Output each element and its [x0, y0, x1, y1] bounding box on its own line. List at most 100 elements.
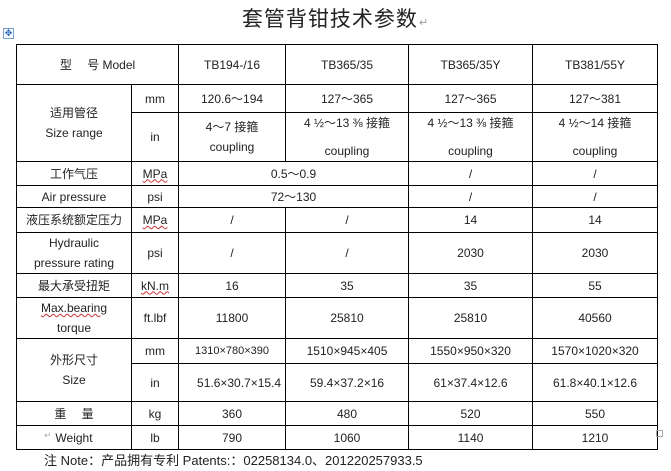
air-label-en: Air pressure — [16, 185, 132, 208]
label-line: Hydraulic — [48, 236, 99, 250]
model-2: TB365/35 — [285, 44, 410, 85]
patent-note: 注 Note：产品拥有专利 Patents:：02258134.0、201220… — [44, 453, 423, 468]
table-resize-handle[interactable] — [656, 430, 663, 437]
cell: 61.8×40.1×12.6 — [532, 363, 659, 402]
unit: in — [130, 363, 180, 402]
label-en: Size — [62, 373, 86, 387]
cell: 790 — [178, 425, 287, 450]
cell-line: 4 ½～13 ⅜ 接箍 — [427, 116, 514, 130]
cell: 35 — [285, 273, 410, 298]
cell: 480 — [285, 401, 410, 426]
cell: 11800 — [178, 297, 287, 339]
cell: 1570×1020×320 — [532, 338, 659, 364]
model-3: TB365/35Y — [408, 44, 534, 85]
unit: psi — [130, 232, 180, 274]
cell: 127～365 — [285, 84, 410, 113]
table-row: 重 量 kg 360 480 520 550 — [16, 401, 659, 426]
cell: 127～365 — [408, 84, 534, 113]
table-row: Air pressure psi 72～130 / / — [16, 185, 659, 208]
cell-line: 4 ½～14 接箍 — [558, 116, 632, 130]
model-1: TB194-/16 — [178, 44, 287, 85]
table-move-handle-icon[interactable]: ✥ — [3, 28, 14, 39]
unit: kN.m — [130, 273, 180, 298]
unit: mm — [130, 338, 180, 364]
cell: / — [285, 232, 410, 274]
cell: 51.6×30.7×15.4 — [178, 363, 287, 402]
cell: 520 — [408, 401, 534, 426]
table-row: Hydraulic pressure rating psi / / 2030 20… — [16, 232, 659, 274]
unit: mm — [130, 84, 180, 113]
cell: / — [532, 185, 659, 208]
hydraulic-label-en: Hydraulic pressure rating — [16, 232, 132, 274]
cell: 59.4×37.2×16 — [285, 363, 410, 402]
title-text: 套管背钳技术参数 — [241, 8, 418, 31]
table-row: 最大承受扭矩 kN.m 16 35 35 55 — [16, 273, 659, 298]
label-cn: 适用管径 — [49, 106, 98, 120]
table-row: 外形尺寸 Size mm 1310×780×390 1510×945×405 15… — [16, 338, 659, 402]
table-row: Max.bearing torque ft.lbf 11800 25810 258… — [16, 297, 659, 339]
cell: / — [178, 207, 287, 233]
cell-line: coupling — [324, 144, 370, 158]
cell: 120.6～194 — [178, 84, 287, 113]
table-row: 适用管径 Size range mm 120.6～194 127～365 127～… — [16, 84, 659, 162]
unit: psi — [130, 185, 180, 208]
cell: 1210 — [532, 425, 659, 450]
label-cn: 外形尺寸 — [49, 353, 98, 367]
weight-label-cn: 重 量 — [16, 401, 132, 426]
cell: 25810 — [285, 297, 410, 339]
unit: ft.lbf — [130, 297, 180, 339]
model-label: 型 号 Model — [15, 44, 180, 85]
table-row: 液压系统额定压力 MPa / / 14 14 — [16, 207, 659, 233]
cell: 16 — [178, 273, 287, 298]
cell: 55 — [532, 273, 659, 298]
cell: 61×37.4×12.6 — [408, 363, 534, 402]
label-en: Size range — [45, 126, 103, 140]
cell: 1310×780×390 — [178, 338, 287, 364]
cell: 4 ½～14 接箍 coupling — [532, 112, 659, 162]
cell: 0.5～0.9 — [178, 161, 410, 186]
cell-line: coupling — [572, 144, 618, 158]
unit: MPa — [130, 161, 180, 186]
header-row: 型 号 Model TB194-/16 TB365/35 TB365/35Y T… — [15, 44, 659, 85]
cell: / — [408, 185, 534, 208]
cell: 14 — [408, 207, 534, 233]
paragraph-mark-icon: ↵ — [44, 430, 52, 440]
cell: 1140 — [408, 425, 534, 450]
cell: 72～130 — [178, 185, 410, 208]
cell: 2030 — [532, 232, 659, 274]
cell: / — [285, 207, 410, 233]
table-row: Weight lb 790 1060 1140 1210 — [16, 425, 659, 450]
cell: 25810 — [408, 297, 534, 339]
torque-label-cn: 最大承受扭矩 — [16, 273, 132, 298]
unit: kg — [130, 401, 180, 426]
unit: MPa — [130, 207, 180, 233]
cell: 360 — [178, 401, 287, 426]
air-label-cn: 工作气压 — [16, 161, 132, 186]
cell-line: 4～7 接箍 — [205, 120, 259, 134]
cell: 4 ½～13 ⅜ 接箍 coupling — [285, 112, 410, 162]
table-row: 工作气压 MPa 0.5～0.9 / / — [16, 161, 659, 186]
dims-label: 外形尺寸 Size — [16, 338, 132, 402]
hydraulic-label-cn: 液压系统额定压力 — [16, 207, 132, 233]
cell: 4～7 接箍 coupling — [178, 112, 287, 162]
cell-line: 4 ½～13 ⅜ 接箍 — [303, 116, 391, 130]
torque-label-en: Max.bearing torque — [16, 297, 132, 339]
unit: in — [130, 112, 180, 162]
model-4: TB381/55Y — [532, 44, 659, 85]
cell: 1510×945×405 — [285, 338, 410, 364]
cell: / — [532, 161, 659, 186]
cell: / — [178, 232, 287, 274]
cell: 4 ½～13 ⅜ 接箍 coupling — [408, 112, 534, 162]
cell: 127～381 — [532, 84, 659, 113]
spec-table: 型 号 Model TB194-/16 TB365/35 TB365/35Y T… — [15, 44, 659, 450]
cell: 550 — [532, 401, 659, 426]
cell: 40560 — [532, 297, 659, 339]
cell: 1550×950×320 — [408, 338, 534, 364]
label-line: pressure rating — [33, 256, 115, 270]
cell: 1060 — [285, 425, 410, 450]
label-line: Max.bearing — [40, 301, 108, 315]
table-row: in 4～7 接箍 coupling 4 ½～13 ⅜ 接箍 coupling 4 … — [17, 112, 659, 162]
unit: lb — [130, 425, 180, 450]
cell: 2030 — [408, 232, 534, 274]
weight-label-en: Weight — [16, 425, 132, 450]
